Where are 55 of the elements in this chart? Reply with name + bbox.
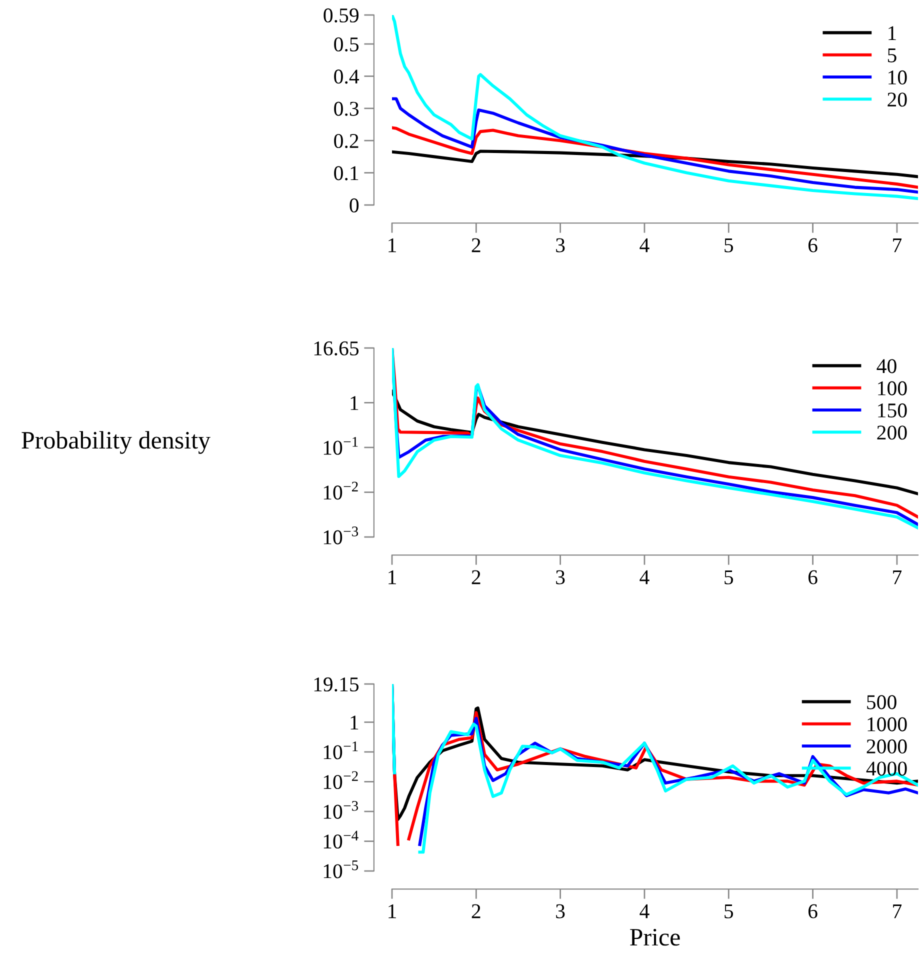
y-tick-label: 1 <box>350 716 358 730</box>
x-tick-label: 2 <box>472 238 480 252</box>
legend-label: 40 <box>876 359 896 374</box>
y-tick-label: 1 <box>350 396 358 410</box>
legend-label: 10 <box>888 70 907 84</box>
y-axis-title: Probability density <box>22 431 210 454</box>
x-tick-label: 5 <box>724 238 734 252</box>
x-tick-label: 7 <box>893 570 902 584</box>
x-tick-label: 6 <box>808 238 818 252</box>
y-tick-label: 0.59 <box>324 8 359 23</box>
y-tick-label: 10$^{−3}$ <box>324 800 358 819</box>
x-tick-label: 7 <box>893 238 902 252</box>
x-tick-label: 2 <box>472 570 480 584</box>
legend-label: 200 <box>877 426 907 440</box>
legend-label: 1000 <box>868 717 907 732</box>
y-tick-label: 0.3 <box>334 102 359 116</box>
x-tick-label: 2 <box>472 904 480 918</box>
y-tick-label: 10$^{−4}$ <box>324 830 358 849</box>
line-series <box>392 15 918 200</box>
x-tick-label: 3 <box>556 238 565 252</box>
y-tick-label: 10$^{−5}$ <box>324 860 358 878</box>
y-tick-label: 0.4 <box>334 70 360 84</box>
y-tick-label: 10$^{−1}$ <box>324 436 358 455</box>
x-tick-label: 4 <box>640 904 650 918</box>
y-tick-label: 16.65 <box>314 341 359 356</box>
y-tick-label: 0.1 <box>334 166 358 180</box>
y-tick-label: 0.5 <box>334 37 359 52</box>
y-tick-label: 19.15 <box>314 677 359 692</box>
x-tick-label: 3 <box>556 570 565 584</box>
y-tick-label: 0.2 <box>334 134 358 148</box>
legend-label: 5 <box>888 48 896 62</box>
y-tick-label: 10$^{−3}$ <box>324 526 358 544</box>
x-tick-label: 1 <box>388 904 396 918</box>
x-tick-label: 6 <box>808 904 818 918</box>
x-axis-title: Price <box>630 928 680 946</box>
x-tick-label: 1 <box>388 238 396 252</box>
x-tick-label: 3 <box>556 904 565 918</box>
x-tick-label: 6 <box>808 570 818 584</box>
legend-label: 2000 <box>866 739 907 754</box>
x-tick-label: 5 <box>724 570 734 584</box>
x-tick-label: 7 <box>893 904 902 918</box>
x-tick-label: 5 <box>724 904 734 918</box>
x-tick-label: 4 <box>640 238 650 252</box>
legend-label: 4000 <box>866 762 907 776</box>
legend-label: 150 <box>878 403 907 418</box>
legend-label: 1 <box>888 26 896 40</box>
legend-label: 500 <box>867 695 896 710</box>
legend-label: 20 <box>888 92 907 107</box>
y-tick-label: 10$^{−2}$ <box>324 771 358 790</box>
x-tick-label: 4 <box>640 570 650 584</box>
y-tick-label: 0 <box>350 198 359 212</box>
legend-label: 100 <box>878 381 907 396</box>
y-tick-label: 10$^{−2}$ <box>324 482 358 500</box>
x-tick-label: 1 <box>388 570 396 584</box>
y-tick-label: 10$^{−1}$ <box>324 741 358 760</box>
